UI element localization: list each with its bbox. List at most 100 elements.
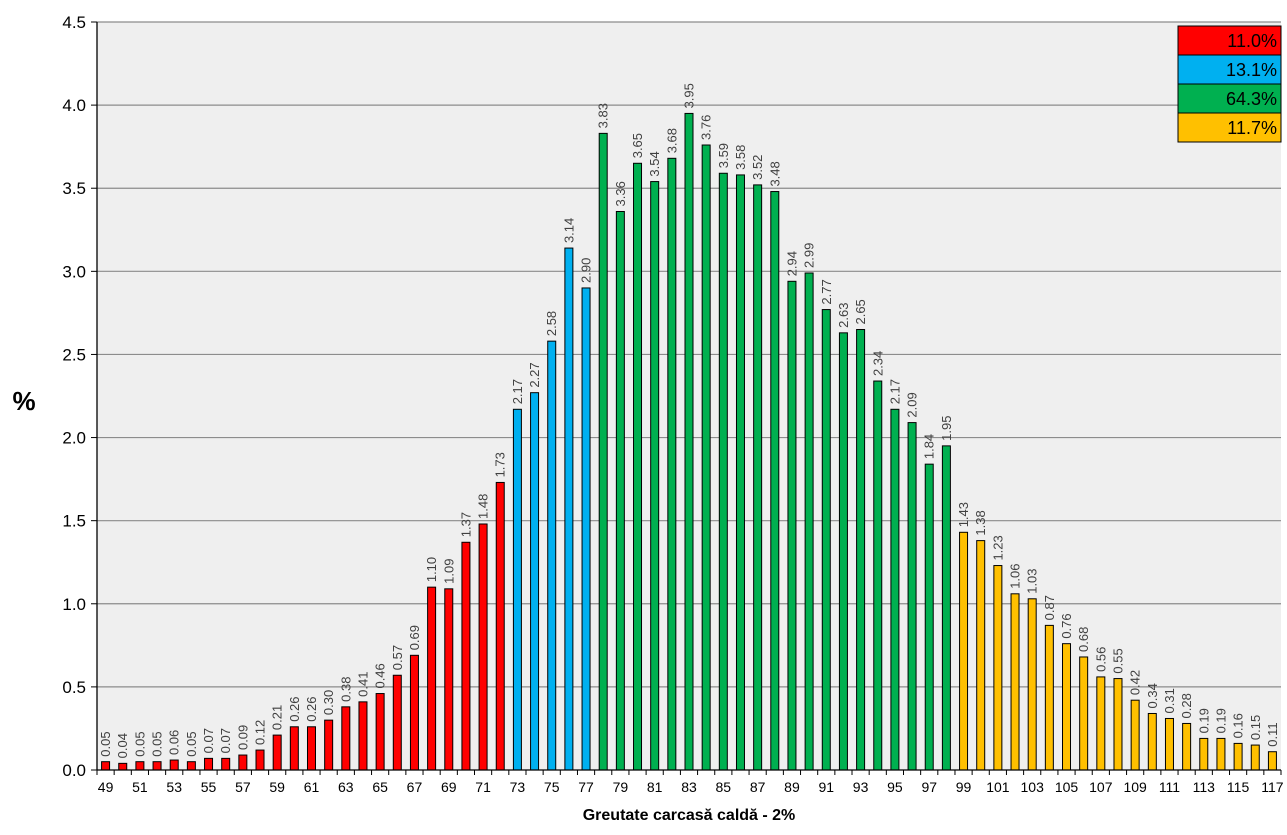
data-label-65: 0.46 — [373, 663, 388, 688]
bar-116 — [1250, 744, 1260, 771]
x-tick-label: 87 — [750, 779, 766, 795]
data-label-113: 0.19 — [1196, 708, 1211, 733]
bar-49 — [101, 761, 111, 771]
data-label-105: 0.76 — [1059, 613, 1074, 638]
x-tick-label: 67 — [407, 779, 423, 795]
bar-98 — [941, 445, 951, 771]
x-tick-label: 93 — [853, 779, 869, 795]
data-label-116: 0.15 — [1248, 715, 1263, 740]
x-tick-label: 53 — [166, 779, 182, 795]
x-tick-label: 57 — [235, 779, 251, 795]
x-tick-label: 103 — [1021, 779, 1045, 795]
data-label-108: 0.55 — [1110, 648, 1125, 673]
bar-63 — [341, 706, 351, 771]
data-label-73: 2.17 — [510, 379, 525, 404]
data-label-74: 2.27 — [527, 362, 542, 387]
legend-share-label: 64.3% — [1226, 89, 1277, 109]
bar-54 — [186, 761, 196, 771]
data-label-62: 0.30 — [321, 690, 336, 715]
data-label-102: 1.06 — [1008, 563, 1023, 588]
data-label-98: 1.95 — [939, 416, 954, 441]
bar-68 — [427, 586, 437, 771]
bar-97 — [924, 463, 934, 771]
data-label-96: 2.09 — [905, 392, 920, 417]
bar-76 — [564, 247, 574, 771]
data-label-68: 1.10 — [424, 557, 439, 582]
x-tick-label: 95 — [887, 779, 903, 795]
x-tick-label: 65 — [372, 779, 388, 795]
bar-95 — [890, 408, 900, 771]
data-label-58: 0.12 — [253, 720, 268, 745]
y-tick-label: 1.0 — [62, 595, 86, 614]
x-axis-ticks: 49 51 53 55 57 59 61 63 65 67 69 71 73 75 77 79 81 83 85 87… — [96, 770, 1284, 795]
x-tick-label: 115 — [1227, 779, 1250, 795]
data-label-79: 3.36 — [613, 181, 628, 206]
data-label-84: 3.76 — [699, 115, 714, 140]
data-label-107: 0.56 — [1093, 647, 1108, 672]
bar-56 — [221, 757, 231, 771]
bar-58 — [255, 749, 265, 771]
x-tick-label: 55 — [201, 779, 217, 795]
x-tick-label: 97 — [921, 779, 937, 795]
data-label-115: 0.16 — [1231, 713, 1246, 738]
bar-83 — [684, 112, 694, 771]
data-label-75: 2.58 — [544, 311, 559, 336]
bar-50 — [118, 762, 128, 771]
legend-box — [1177, 112, 1282, 143]
bar-93 — [856, 329, 866, 771]
data-label-54: 0.05 — [184, 731, 199, 756]
bar-67 — [409, 654, 419, 771]
data-label-69: 1.09 — [441, 559, 456, 584]
bar-108 — [1113, 678, 1123, 771]
data-label-63: 0.38 — [338, 677, 353, 702]
data-label-100: 1.38 — [973, 510, 988, 535]
data-label-109: 0.42 — [1128, 670, 1143, 695]
data-label-111: 0.31 — [1162, 688, 1177, 713]
bar-105 — [1062, 643, 1072, 771]
bar-101 — [993, 565, 1003, 771]
bar-92 — [838, 332, 848, 771]
data-label-82: 3.68 — [664, 128, 679, 153]
bar-94 — [873, 380, 883, 771]
data-label-59: 0.21 — [270, 705, 285, 730]
bar-100 — [976, 540, 986, 771]
data-label-103: 1.03 — [1025, 568, 1040, 593]
x-tick-label: 111 — [1159, 779, 1180, 795]
data-label-57: 0.09 — [235, 725, 250, 750]
x-tick-label: 85 — [716, 779, 732, 795]
bar-111 — [1164, 717, 1174, 771]
legend-share-label: 13.1% — [1226, 60, 1277, 80]
data-label-66: 0.57 — [390, 645, 405, 670]
y-axis-ticks: 0.0 0.5 1.0 1.5 2.0 2.5 3.0 3.5 4.0 4.5 — [62, 13, 1281, 780]
data-label-92: 2.63 — [836, 303, 851, 328]
data-label-71: 1.48 — [476, 494, 491, 519]
bar-109 — [1130, 699, 1140, 771]
bar-51 — [135, 761, 145, 771]
data-label-55: 0.07 — [201, 728, 216, 753]
bar-117 — [1267, 751, 1277, 771]
legend-box — [1177, 25, 1282, 56]
data-label-80: 3.65 — [630, 133, 645, 158]
legend-share-label: 11.0% — [1227, 31, 1277, 51]
legend-share-label: 11.7% — [1227, 118, 1277, 138]
x-tick-label: 105 — [1055, 779, 1079, 795]
x-tick-label: 79 — [613, 779, 629, 795]
x-axis-title: Greutate carcasă caldă - 2% — [583, 807, 796, 824]
data-label-60: 0.26 — [287, 696, 302, 721]
bar-89 — [787, 280, 797, 771]
data-label-52: 0.05 — [150, 731, 165, 756]
y-tick-label: 0.0 — [62, 761, 86, 780]
data-label-78: 3.83 — [596, 103, 611, 128]
bar-90 — [804, 272, 814, 771]
bar-85 — [718, 172, 728, 771]
bar-71 — [478, 523, 488, 771]
x-tick-label: 89 — [784, 779, 800, 795]
data-label-95: 2.17 — [887, 379, 902, 404]
bar-96 — [907, 422, 917, 771]
y-tick-label: 2.0 — [62, 429, 86, 448]
x-tick-label: 117 — [1261, 779, 1284, 795]
data-label-99: 1.43 — [956, 502, 971, 527]
data-label-50: 0.04 — [115, 733, 130, 758]
bar-106 — [1079, 656, 1089, 771]
data-label-87: 3.52 — [750, 155, 765, 180]
